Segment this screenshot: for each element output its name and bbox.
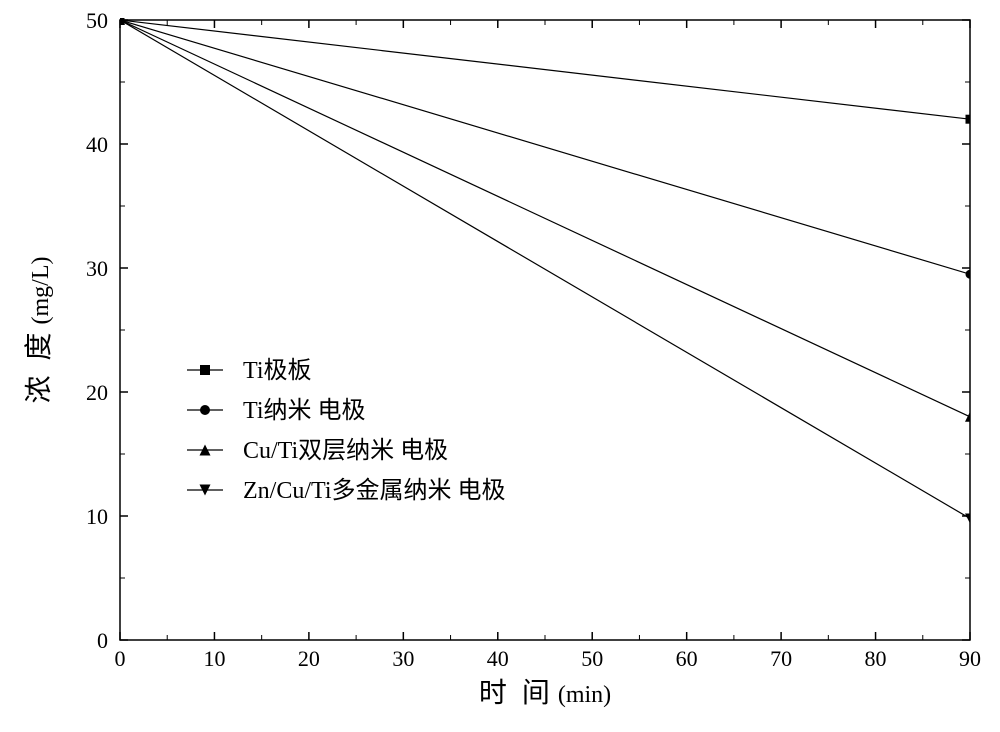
x-tick-label: 80 (865, 646, 887, 671)
legend-label-zn-cu-ti-nano: Zn/Cu/Ti多金属纳米 电极 (243, 477, 506, 504)
x-tick-label: 40 (487, 646, 509, 671)
x-tick-label: 70 (770, 646, 792, 671)
marker-circle (966, 270, 975, 279)
series-line-ti-plate (120, 20, 970, 119)
marker-square (966, 115, 975, 124)
y-tick-label: 50 (86, 8, 108, 33)
x-tick-label: 50 (581, 646, 603, 671)
plot-box (120, 20, 970, 640)
x-axis-label: 时 间 (min) (479, 677, 611, 709)
y-tick-label: 0 (97, 628, 108, 653)
legend-label-ti-nano: Ti纳米 电极 (243, 397, 365, 424)
x-tick-label: 60 (676, 646, 698, 671)
x-tick-label: 10 (203, 646, 225, 671)
marker-triangle-up (965, 412, 975, 422)
x-tick-label: 90 (959, 646, 981, 671)
y-tick-label: 30 (86, 256, 108, 281)
y-axis-label: 浓 度 (mg/L) (23, 257, 55, 404)
y-tick-label: 40 (86, 132, 108, 157)
y-tick-label: 10 (86, 504, 108, 529)
x-tick-label: 20 (298, 646, 320, 671)
x-tick-label: 0 (115, 646, 126, 671)
marker-circle (200, 405, 210, 415)
series-line-ti-nano (120, 20, 970, 274)
line-chart: 0 10 20 30 40 50 60 70 80 90 0 10 20 30 40 50 时 间 (min) 浓… (0, 0, 1000, 727)
legend-label-ti-plate: Ti极板 (243, 357, 311, 384)
legend-label-cu-ti-nano: Cu/Ti双层纳米 电极 (243, 437, 448, 464)
chart-svg: 0 10 20 30 40 50 60 70 80 90 0 10 20 30 40 50 时 间 (min) 浓… (0, 0, 1000, 727)
marker-square (200, 365, 210, 375)
x-tick-label: 30 (392, 646, 414, 671)
y-tick-label: 20 (86, 380, 108, 405)
marker-triangle-down (965, 513, 975, 523)
